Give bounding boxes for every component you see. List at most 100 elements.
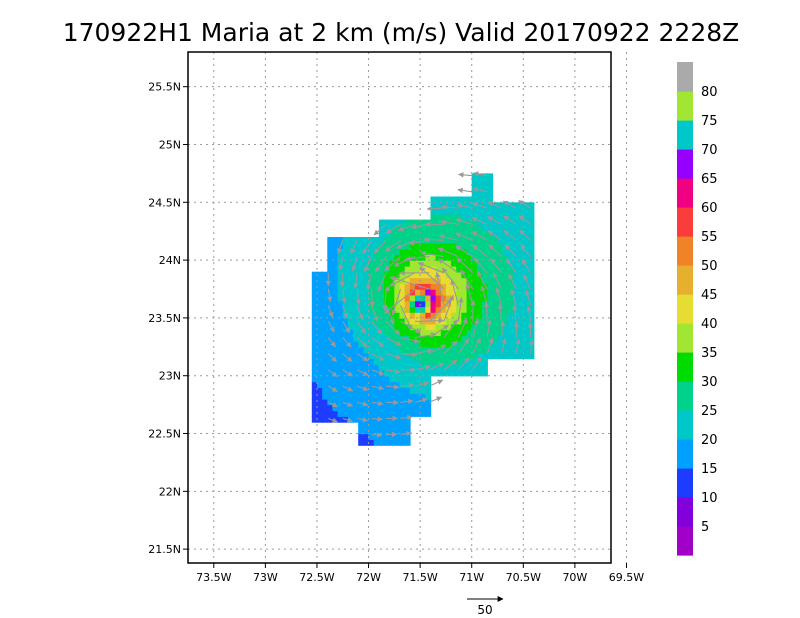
wind-speed-cell	[378, 317, 385, 325]
wind-vector	[429, 362, 445, 371]
wind-speed-cell	[528, 260, 535, 267]
wind-speed-cell	[347, 381, 354, 388]
wind-speed-cell	[415, 237, 421, 244]
wind-speed-cell	[518, 341, 524, 348]
wind-speed-cell	[487, 196, 494, 203]
wind-speed-cell	[513, 208, 519, 215]
wind-speed-cell	[368, 283, 375, 290]
wind-speed-cell	[461, 369, 468, 377]
wind-speed-cell	[384, 271, 390, 279]
wind-speed-cell	[368, 358, 375, 365]
wind-speed-cell	[435, 219, 442, 227]
wind-speed-cell	[332, 260, 339, 267]
wind-speed-cell	[394, 416, 401, 423]
wind-speed-cell	[415, 375, 421, 383]
wind-speed-cell	[337, 364, 344, 371]
wind-speed-cell	[487, 294, 494, 302]
wind-speed-cell	[425, 300, 432, 308]
wind-speed-cell	[487, 300, 494, 308]
wind-speed-cell	[394, 346, 401, 354]
wind-speed-cell	[445, 237, 452, 244]
wind-speed-cell	[368, 416, 375, 423]
wind-speed-cell	[476, 317, 483, 325]
wind-speed-cell	[466, 242, 473, 250]
wind-speed-cell	[404, 260, 411, 267]
wind-speed-cell	[394, 231, 401, 238]
wind-vector	[417, 262, 445, 274]
wind-speed-cell	[389, 294, 396, 302]
wind-speed-cell	[337, 329, 344, 336]
wind-speed-cell	[322, 329, 328, 336]
wind-speed-cell	[482, 312, 488, 319]
wind-speed-cell	[523, 300, 530, 308]
wind-speed-cell	[399, 358, 406, 365]
wind-speed-cell	[389, 427, 396, 435]
wind-speed-cell	[337, 398, 344, 406]
wind-speed-cell	[373, 433, 380, 440]
wind-speed-cell	[523, 346, 530, 354]
wind-speed-cell	[425, 260, 432, 267]
wind-speed-cell	[332, 352, 339, 360]
wind-speed-cell	[466, 294, 473, 302]
wind-speed-cell	[466, 254, 473, 261]
wind-speed-cell	[435, 329, 442, 336]
wind-speed-cell	[487, 179, 494, 186]
wind-speed-cell	[420, 237, 426, 244]
wind-speed-cell	[332, 375, 339, 383]
wind-speed-cell	[461, 335, 468, 342]
wind-speed-cell	[389, 283, 396, 290]
wind-speed-cell	[507, 352, 514, 360]
wind-speed-cell	[456, 306, 463, 313]
wind-speed-cell	[476, 341, 483, 348]
wind-speed-cell	[378, 410, 385, 417]
wind-speed-cell	[492, 213, 499, 221]
wind-vector	[364, 256, 373, 273]
wind-speed-cell	[507, 306, 514, 313]
wind-speed-cell	[482, 329, 488, 336]
wind-speed-cell	[497, 219, 504, 227]
wind-speed-cell	[482, 265, 488, 273]
wind-vector	[480, 285, 488, 306]
wind-speed-cell	[394, 277, 401, 284]
x-tick-label: 70.5W	[506, 571, 541, 584]
wind-speed-cell	[358, 410, 365, 417]
wind-speed-cell	[420, 289, 426, 296]
wind-speed-cell	[332, 323, 339, 331]
colorbar-label: 45	[701, 288, 718, 303]
wind-vector	[420, 250, 444, 258]
wind-speed-cell	[358, 265, 365, 273]
wind-speed-cell	[384, 254, 390, 261]
wind-speed-cell	[502, 208, 509, 215]
wind-speed-cell	[528, 335, 535, 342]
colorbar-swatch	[677, 294, 693, 324]
wind-speed-cell	[358, 433, 365, 440]
wind-speed-cell	[518, 300, 524, 308]
wind-speed-cell	[502, 352, 509, 360]
wind-speed-cell	[445, 225, 452, 232]
wind-speed-cell	[461, 219, 468, 227]
wind-speed-cell	[332, 317, 339, 325]
wind-speed-cell	[420, 312, 426, 319]
wind-speed-cell	[487, 237, 494, 244]
wind-speed-cell	[358, 341, 365, 348]
wind-speed-cell	[461, 300, 468, 308]
wind-speed-cell	[322, 398, 328, 406]
wind-speed-cell	[523, 265, 530, 273]
wind-speed-cell	[384, 312, 390, 319]
wind-speed-cell	[502, 312, 509, 319]
wind-speed-cell	[451, 271, 457, 279]
wind-speed-cell	[502, 237, 509, 244]
wind-speed-cell	[518, 346, 524, 354]
wind-vector	[524, 289, 532, 306]
wind-vector	[422, 236, 444, 243]
wind-speed-cell	[327, 346, 334, 354]
wind-vector	[443, 319, 458, 338]
wind-speed-cell	[368, 381, 375, 388]
wind-speed-cell	[451, 202, 457, 209]
wind-speed-cell	[415, 410, 421, 417]
wind-speed-cell	[384, 346, 390, 354]
wind-speed-cell	[461, 242, 468, 250]
wind-speed-cell	[409, 317, 416, 325]
x-axis: 73.5W 73W 72.5W 72W 71.5W 71W 70.5W 70W 69.5W	[196, 563, 644, 584]
wind-speed-cell	[404, 393, 411, 400]
